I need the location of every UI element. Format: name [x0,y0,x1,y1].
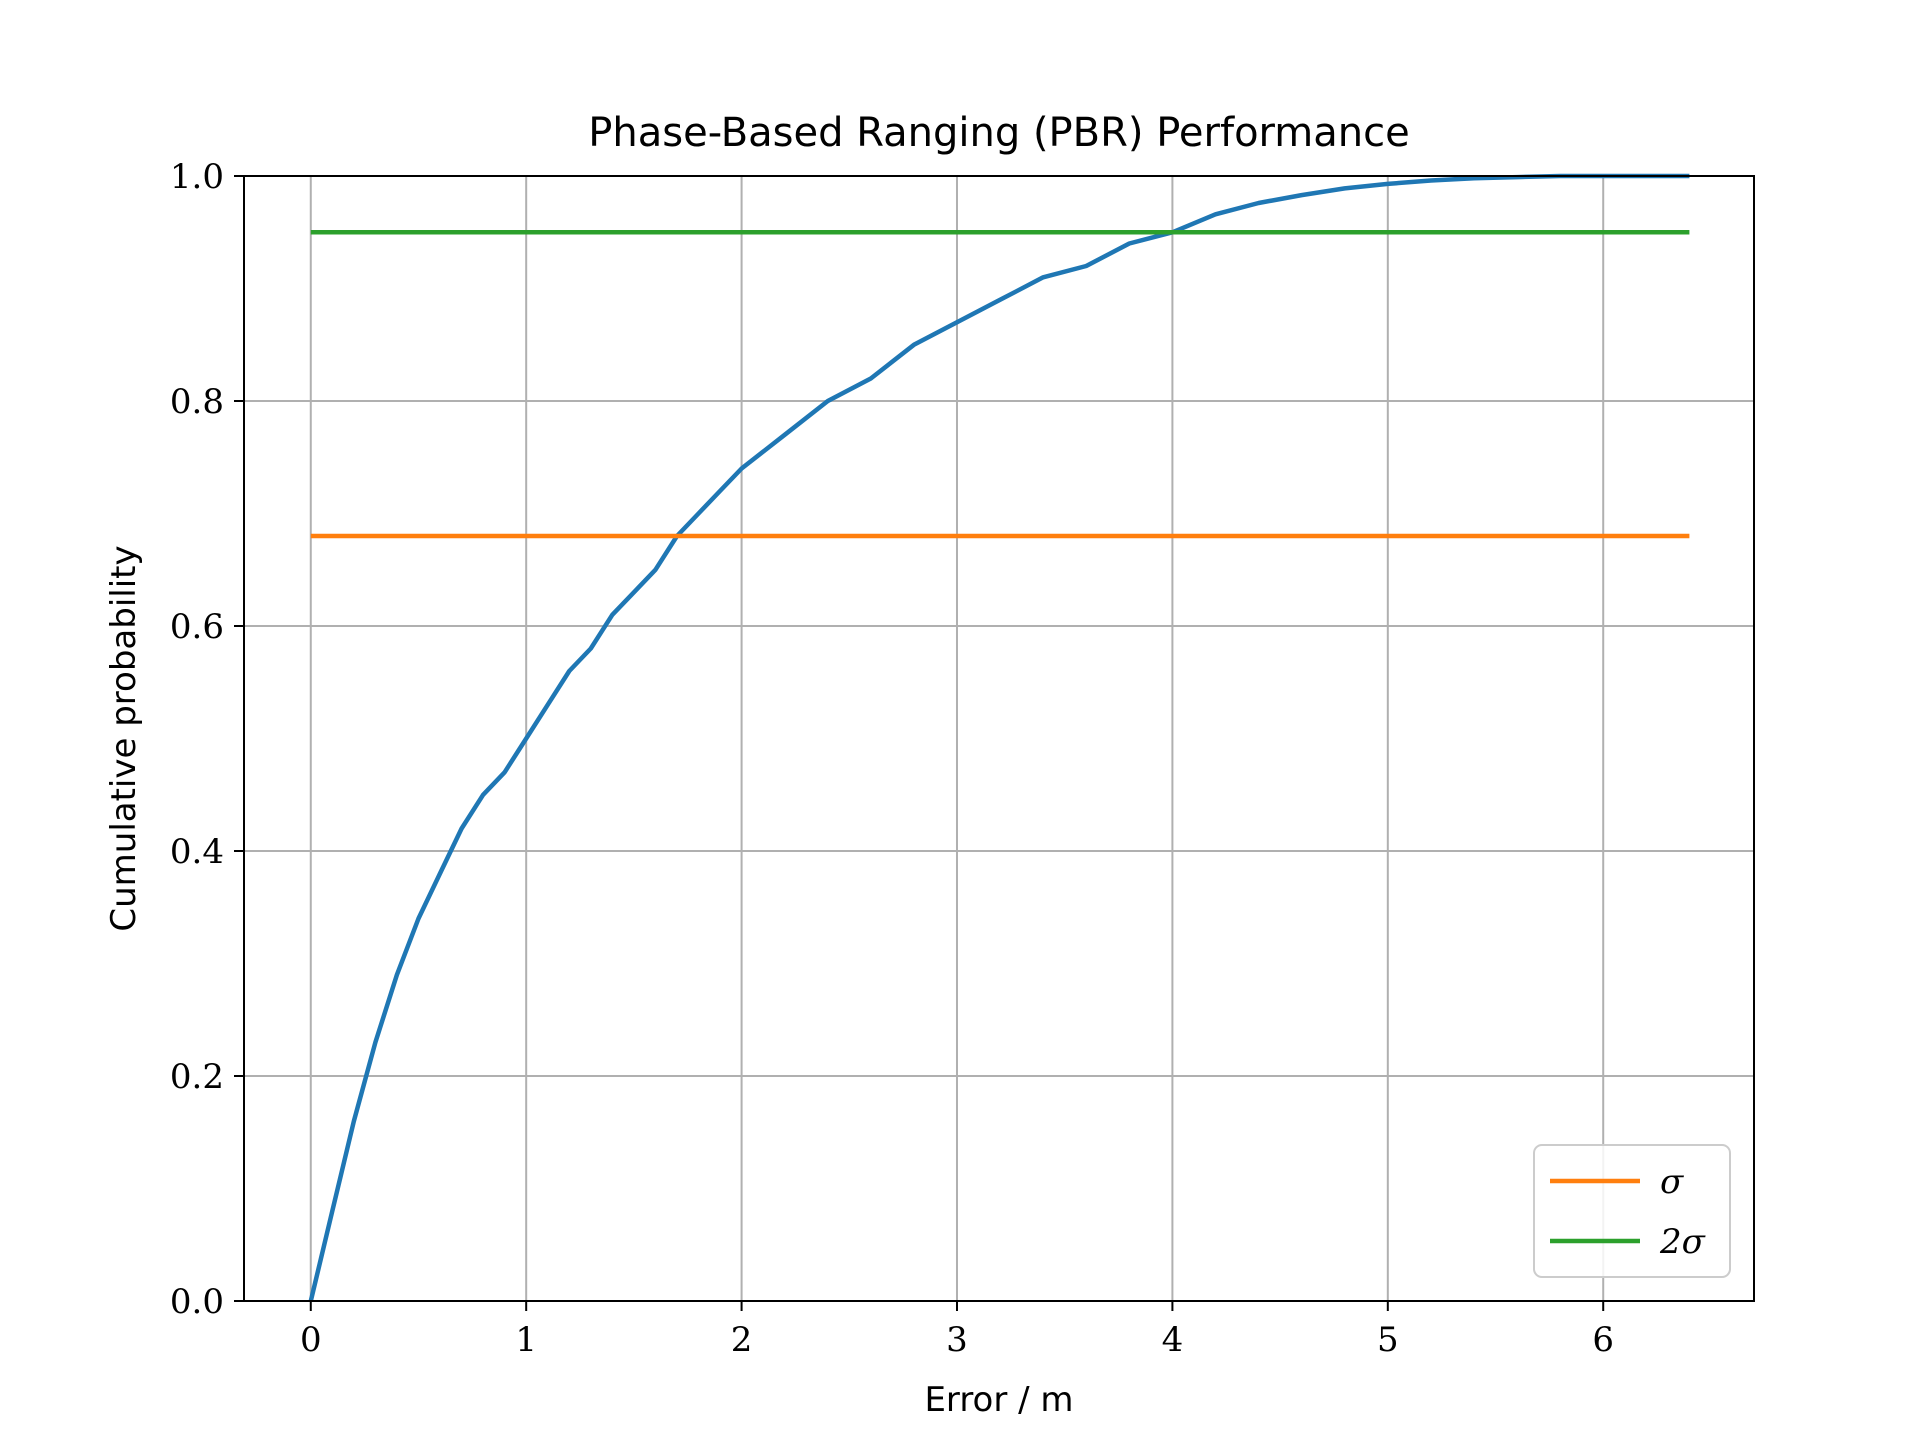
y-axis-label: Cumulative probability [104,545,144,931]
x-tick-label: 5 [1377,1320,1399,1360]
y-tick-label: 0.2 [170,1057,224,1097]
plot-lines [308,173,1690,1302]
legend-label: 2σ [1659,1222,1706,1262]
y-tick-label: 0.8 [170,382,224,422]
legend: σ 2σ [1533,1144,1731,1278]
x-tick-label: 0 [300,1320,322,1360]
x-tick-label: 6 [1592,1320,1614,1360]
y-tick-label: 0.4 [170,832,224,872]
chart-title: Phase-Based Ranging (PBR) Performance [588,110,1409,156]
y-tick-label: 0.6 [170,607,224,647]
x-tick-label: 2 [731,1320,753,1360]
legend-label: σ [1660,1162,1684,1202]
x-tick-label: 1 [515,1320,537,1360]
y-tick-label: 0.0 [170,1282,224,1322]
x-axis-label: Error / m [924,1380,1073,1420]
x-tick-label: 3 [946,1320,968,1360]
y-tick-label: 1.0 [170,157,224,197]
legend-box [1533,1144,1731,1278]
axis-ticks: 0 1 2 3 4 5 6 0.0 0.2 0.4 0.6 0.8 1.0 [170,157,1614,1360]
axes-frame [243,175,1755,1302]
x-tick-label: 4 [1162,1320,1184,1360]
cdf-curve [308,173,1690,1302]
